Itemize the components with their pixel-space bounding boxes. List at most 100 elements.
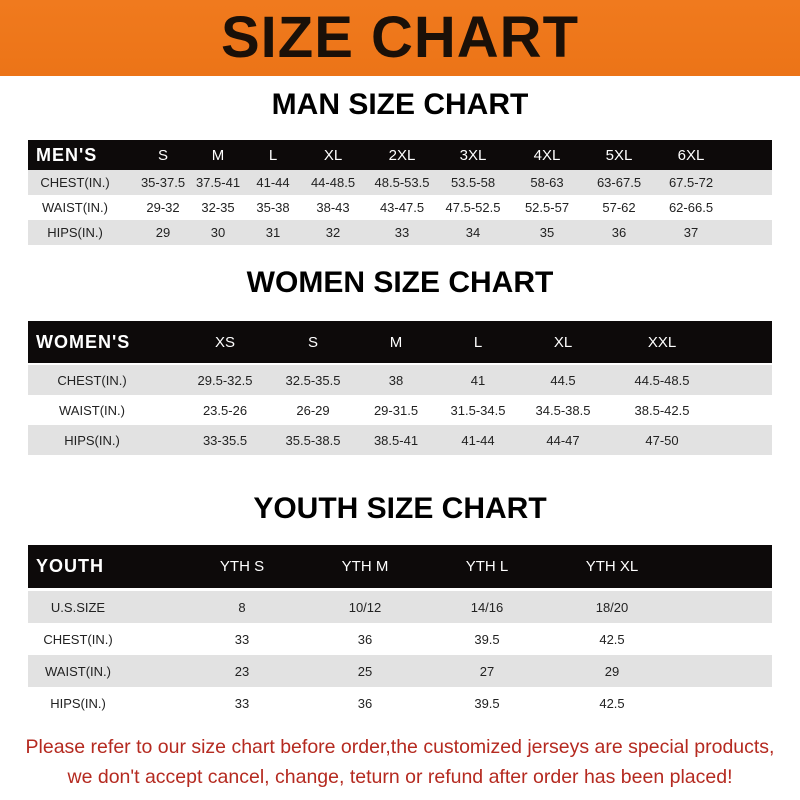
measurement-cell: 57-62	[602, 200, 636, 215]
measurement-cell: 42.5	[599, 631, 625, 647]
size-column-header: XXL	[647, 333, 677, 351]
size-column-header: YTH L	[465, 558, 509, 575]
measurement-cell: 25	[357, 663, 373, 679]
measurement-cell: 29.5-32.5	[197, 372, 253, 388]
measurement-cell: 29	[155, 225, 171, 240]
table-row: CHEST(IN.) 29.5-32.5 32.5-35.5 38 41 44.5 44.5…	[28, 365, 772, 395]
men-section-title: MAN SIZE CHART	[271, 88, 529, 121]
table-label: YOUTH	[36, 556, 104, 576]
measurement-cell: 44.5-48.5	[634, 372, 690, 388]
measurement-cell: 30	[210, 225, 226, 240]
measurement-cell: 26-29	[296, 402, 330, 418]
measurement-cell: 36	[611, 225, 627, 240]
size-column-header: XS	[214, 333, 236, 351]
measurement-cell: 38-43	[316, 200, 350, 215]
measurement-cell: 63-67.5	[596, 175, 642, 190]
table-row: U.S.SIZE 8 10/12 14/16 18/20	[28, 591, 772, 623]
table-row: HIPS(IN.) 33-35.5 35.5-38.5 38.5-41 41-44 44-…	[28, 425, 772, 455]
measurement-cell: 48.5-53.5	[374, 175, 430, 190]
measurement-cell: 27	[479, 663, 495, 679]
banner-title: SIZE CHART	[221, 5, 579, 70]
men-size-table: MEN'S S M L XL 2XL 3XL 4XL 5XL 6XL CHEST(IN.) 35-37…	[28, 140, 772, 245]
size-column-header: YTH XL	[585, 558, 639, 575]
footer-notice-line-2: we don't accept cancel, change, teturn o…	[67, 766, 733, 788]
measurement-cell: 33	[394, 225, 410, 240]
measurement-cell: 29-32	[146, 200, 180, 215]
size-column-header: XL	[553, 333, 573, 351]
table-row: WAIST(IN.) 23.5-26 26-29 29-31.5 31.5-34.5 34…	[28, 395, 772, 425]
measurement-cell: 37	[683, 225, 699, 240]
table-row: WAIST(IN.) 23 25 27 29	[28, 655, 772, 687]
measurement-cell: 35	[539, 225, 555, 240]
measurement-cell: 23.5-26	[202, 402, 248, 418]
measurement-cell: 44-48.5	[310, 175, 356, 190]
measurement-cell: 29-31.5	[373, 402, 419, 418]
measurement-cell: 32.5-35.5	[285, 372, 341, 388]
size-column-header: XL	[323, 146, 343, 164]
measurement-cell: 58-63	[530, 175, 564, 190]
measurement-cell: 33	[234, 695, 250, 711]
row-label: HIPS(IN.)	[64, 432, 120, 448]
size-column-header: YTH S	[219, 558, 265, 575]
youth-size-table: YOUTH YTH S YTH M YTH L YTH XL U.S.SIZE 8 10/12…	[28, 545, 772, 719]
measurement-cell: 36	[357, 631, 373, 647]
measurement-cell: 38	[388, 372, 404, 388]
women-section-title: WOMEN SIZE CHART	[246, 266, 554, 299]
measurement-cell: 23	[234, 663, 250, 679]
measurement-cell: 35.5-38.5	[285, 432, 341, 448]
size-column-header: 6XL	[677, 146, 705, 164]
youth-header-row: YOUTH YTH S YTH M YTH L YTH XL	[28, 545, 772, 588]
row-label: U.S.SIZE	[50, 599, 106, 615]
table-row: HIPS(IN.) 29 30 31 32 33 34 35 36 37	[28, 220, 772, 245]
measurement-cell: 18/20	[595, 599, 629, 615]
size-column-header: L	[268, 146, 278, 164]
measurement-cell: 36	[357, 695, 373, 711]
measurement-cell: 34.5-38.5	[535, 402, 591, 418]
measurement-cell: 32	[325, 225, 341, 240]
row-label: CHEST(IN.)	[40, 175, 110, 190]
row-label: HIPS(IN.)	[50, 695, 106, 711]
measurement-cell: 31.5-34.5	[450, 402, 506, 418]
women-size-table: WOMEN'S XS S M L XL XXL CHEST(IN.) 29.5-32.5 32.5…	[28, 321, 772, 455]
measurement-cell: 43-47.5	[379, 200, 425, 215]
table-row: CHEST(IN.) 33 36 39.5 42.5	[28, 623, 772, 655]
measurement-cell: 33	[234, 631, 250, 647]
measurement-cell: 29	[604, 663, 620, 679]
size-column-header: 2XL	[388, 146, 416, 164]
measurement-cell: 10/12	[348, 599, 382, 615]
measurement-cell: 38.5-42.5	[634, 402, 690, 418]
measurement-cell: 41	[470, 372, 486, 388]
row-label: CHEST(IN.)	[43, 631, 113, 647]
measurement-cell: 32-35	[201, 200, 235, 215]
measurement-cell: 14/16	[470, 599, 504, 615]
measurement-cell: 35-37.5	[140, 175, 186, 190]
measurement-cell: 8	[238, 599, 246, 615]
size-column-header: S	[157, 146, 169, 164]
table-row: CHEST(IN.) 35-37.5 37.5-41 41-44 44-48.5 48.5…	[28, 170, 772, 195]
size-column-header: 3XL	[459, 146, 487, 164]
measurement-cell: 39.5	[474, 695, 500, 711]
size-column-header: L	[473, 333, 483, 351]
banner: SIZE CHART	[0, 0, 800, 76]
measurement-cell: 39.5	[474, 631, 500, 647]
measurement-cell: 52.5-57	[524, 200, 570, 215]
measurement-cell: 31	[265, 225, 281, 240]
men-header-row: MEN'S S M L XL 2XL 3XL 4XL 5XL 6XL	[28, 140, 772, 170]
size-column-header: 4XL	[533, 146, 561, 164]
measurement-cell: 47-50	[645, 432, 679, 448]
size-column-header: 5XL	[605, 146, 633, 164]
row-label: CHEST(IN.)	[57, 372, 127, 388]
measurement-cell: 35-38	[256, 200, 290, 215]
measurement-cell: 62-66.5	[668, 200, 714, 215]
size-column-header: M	[211, 146, 225, 164]
measurement-cell: 53.5-58	[450, 175, 496, 190]
measurement-cell: 44-47	[546, 432, 580, 448]
row-label: WAIST(IN.)	[45, 663, 111, 679]
measurement-cell: 41-44	[256, 175, 290, 190]
measurement-cell: 47.5-52.5	[445, 200, 501, 215]
measurement-cell: 41-44	[461, 432, 495, 448]
measurement-cell: 44.5	[550, 372, 576, 388]
measurement-cell: 34	[465, 225, 481, 240]
measurement-cell: 37.5-41	[195, 175, 241, 190]
row-label: WAIST(IN.)	[59, 402, 125, 418]
